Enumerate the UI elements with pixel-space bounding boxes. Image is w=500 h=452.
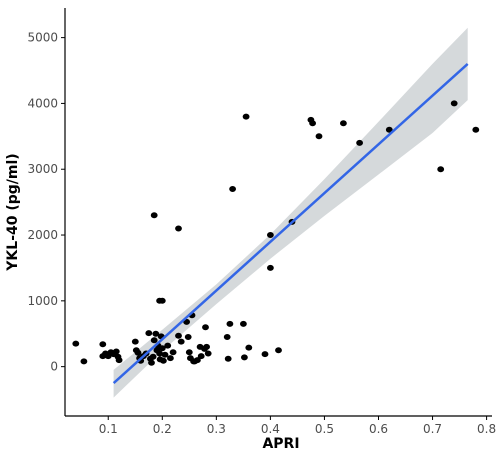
data-point	[167, 355, 174, 362]
data-point	[169, 349, 177, 356]
data-point	[145, 330, 153, 337]
data-point	[99, 341, 107, 348]
data-point	[158, 345, 166, 352]
x-axis-ticks: 0.1 0.2 0.3 0.4 0.5 0.6 0.7 0.8	[99, 416, 496, 436]
y-axis-ticks: 0 1000 2000 3000 4000 5000	[27, 31, 65, 374]
data-point	[309, 120, 316, 127]
data-point	[150, 337, 158, 344]
data-point	[150, 212, 158, 219]
x-tick-label: 0.8	[477, 422, 496, 436]
data-point	[131, 338, 139, 345]
data-point	[112, 348, 120, 355]
data-point	[175, 332, 182, 339]
data-point	[184, 334, 192, 340]
confidence-band	[113, 27, 468, 398]
data-point	[315, 133, 323, 140]
y-tick-label: 0	[50, 360, 58, 374]
y-axis-title: YKL-40 (pg/ml)	[5, 153, 21, 271]
data-point	[267, 264, 274, 271]
x-axis-title: APRI	[262, 436, 299, 452]
data-point	[267, 232, 274, 238]
data-point	[275, 347, 282, 354]
data-point	[261, 351, 269, 358]
data-point	[241, 354, 248, 361]
data-point	[149, 353, 157, 360]
data-point	[204, 350, 212, 357]
x-tick-label: 0.2	[153, 422, 172, 436]
data-point	[245, 344, 253, 351]
x-tick-label: 0.6	[369, 422, 388, 436]
data-point	[202, 324, 209, 331]
data-point	[194, 357, 201, 364]
data-point	[185, 349, 193, 356]
data-point	[152, 330, 160, 337]
data-point	[197, 353, 205, 360]
data-point	[203, 343, 211, 350]
x-tick-label: 0.7	[423, 422, 442, 436]
data-points	[72, 100, 480, 366]
axes: 0.1 0.2 0.3 0.4 0.5 0.6 0.7 0.8 0 1000 2000 3000 40…	[27, 8, 496, 436]
data-point	[240, 320, 247, 327]
plot-panel	[72, 27, 480, 398]
data-point	[156, 350, 164, 357]
data-point	[242, 113, 250, 120]
data-point	[148, 359, 155, 366]
y-tick-label: 3000	[27, 162, 58, 176]
y-tick-label: 1000	[27, 294, 58, 308]
data-point	[356, 139, 363, 146]
data-point	[229, 186, 237, 192]
data-point	[80, 358, 88, 365]
data-point	[164, 342, 172, 349]
y-tick-label: 5000	[27, 31, 58, 45]
data-point	[115, 357, 123, 364]
data-point	[450, 100, 458, 107]
data-point	[385, 126, 393, 133]
data-point	[437, 166, 445, 173]
data-point	[223, 334, 231, 340]
data-point	[175, 225, 182, 232]
data-point	[177, 338, 185, 345]
x-tick-label: 0.5	[315, 422, 334, 436]
data-point	[340, 120, 347, 127]
data-point	[161, 351, 169, 358]
y-tick-label: 4000	[27, 96, 58, 110]
data-point	[158, 297, 166, 304]
data-point	[226, 320, 234, 327]
x-tick-label: 0.3	[207, 422, 226, 436]
x-tick-label: 0.4	[261, 422, 280, 436]
y-tick-label: 2000	[27, 228, 58, 242]
x-tick-label: 0.1	[99, 422, 118, 436]
data-point	[160, 357, 167, 364]
data-point	[72, 340, 80, 347]
data-point	[134, 349, 142, 356]
data-point	[224, 355, 232, 362]
regression-line	[112, 63, 469, 385]
data-point	[472, 126, 480, 133]
